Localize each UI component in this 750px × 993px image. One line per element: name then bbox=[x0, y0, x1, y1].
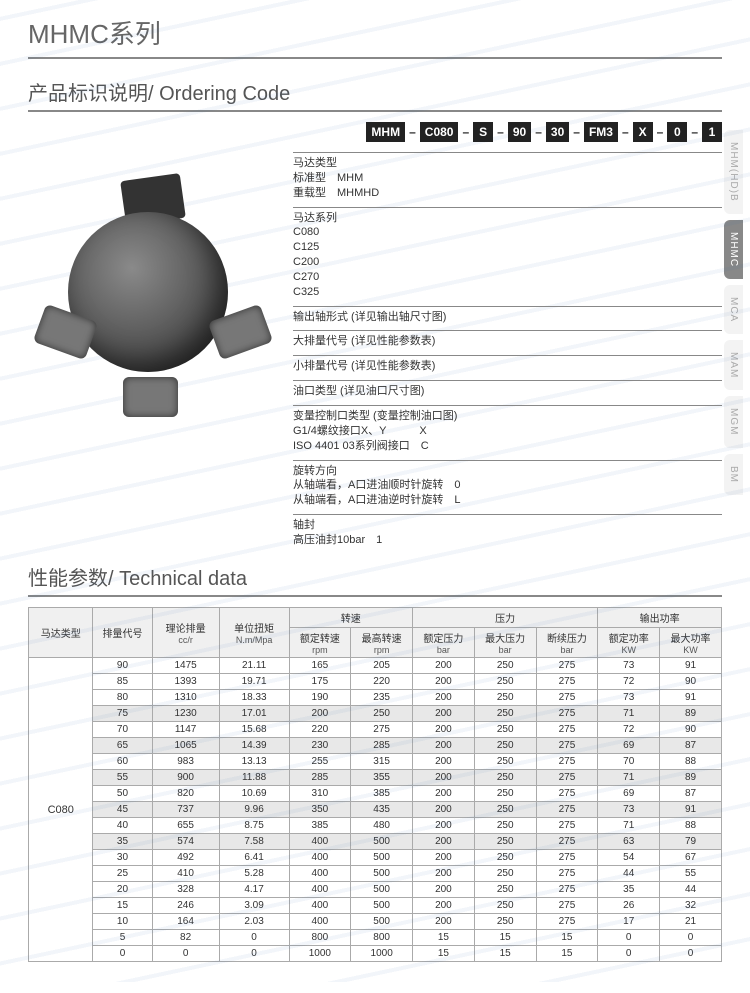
table-row: 203284.174005002002502753544 bbox=[29, 882, 722, 898]
explain-motorType: 马达类型 bbox=[293, 152, 722, 171]
code-box-3: 90 bbox=[508, 122, 531, 142]
table-row: 80131018.331902352002502757391 bbox=[29, 690, 722, 706]
code-box-2: S bbox=[473, 122, 493, 142]
product-image bbox=[28, 162, 268, 402]
table-row: 406558.753854802002502757188 bbox=[29, 818, 722, 834]
table-row: 85139319.711752202002502757290 bbox=[29, 674, 722, 690]
table-row: 582080080015151500 bbox=[29, 930, 722, 946]
explain-shaftSeal: 轴封 bbox=[293, 514, 722, 533]
explain-varCtrl: 变量控制口类型 (变量控制油口图) bbox=[293, 405, 722, 424]
table-row: 152463.094005002002502752632 bbox=[29, 898, 722, 914]
ordering-zone: MHM–C080–S–90–30–FM3–X–0–1 马达类型标准型 MHM重载… bbox=[28, 122, 722, 552]
table-row: 65106514.392302852002502756987 bbox=[29, 738, 722, 754]
table-row: 5082010.693103852002502756987 bbox=[29, 786, 722, 802]
code-box-4: 30 bbox=[546, 122, 569, 142]
side-tab-mhmc[interactable]: MHMC bbox=[724, 220, 743, 279]
code-box-5: FM3 bbox=[584, 122, 618, 142]
side-tab-bm[interactable]: BM bbox=[724, 454, 743, 495]
table-row: 101642.034005002002502751721 bbox=[29, 914, 722, 930]
code-box-6: X bbox=[633, 122, 653, 142]
table-row: 304926.414005002002502755467 bbox=[29, 850, 722, 866]
side-tabs: MHM(HD)B MHMC MCA MAM MGM BM bbox=[724, 130, 750, 501]
table-row: 457379.963504352002502757391 bbox=[29, 802, 722, 818]
table-row: 0001000100015151500 bbox=[29, 946, 722, 962]
table-row: 355747.584005002002502756379 bbox=[29, 834, 722, 850]
explain-series: 马达系列 bbox=[293, 207, 722, 226]
side-tab-mgm[interactable]: MGM bbox=[724, 396, 743, 447]
explain-rotDir: 旋转方向 bbox=[293, 460, 722, 479]
side-tab-mam[interactable]: MAM bbox=[724, 340, 743, 390]
table-row: 70114715.682202752002502757290 bbox=[29, 722, 722, 738]
explain-dispSmall: 小排量代号 (详见性能参数表) bbox=[293, 355, 722, 374]
table-row: 75123017.012002502002502757189 bbox=[29, 706, 722, 722]
code-box-0: MHM bbox=[366, 122, 405, 142]
explain-shaftForm: 输出轴形式 (详见输出轴尺寸图) bbox=[293, 306, 722, 325]
technical-data-table: 马达类型排量代号理论排量cc/r单位扭矩N.m/Mpa转速压力输出功率额定转速r… bbox=[28, 607, 722, 962]
page: MHMC系列 产品标识说明/ Ordering Code MHM–C080–S–… bbox=[0, 0, 750, 982]
table-row: C08090147521.111652052002502757391 bbox=[29, 658, 722, 674]
side-tab-mca[interactable]: MCA bbox=[724, 285, 743, 334]
model-cell: C080 bbox=[29, 658, 93, 962]
techdata-title: 性能参数/ Technical data bbox=[28, 562, 722, 597]
table-row: 5590011.882853552002502757189 bbox=[29, 770, 722, 786]
code-box-7: 0 bbox=[667, 122, 687, 142]
explain-portType: 油口类型 (详见油口尺寸图) bbox=[293, 380, 722, 399]
series-title: MHMC系列 bbox=[28, 14, 722, 59]
ordering-code-boxes: MHM–C080–S–90–30–FM3–X–0–1 bbox=[366, 122, 722, 142]
side-tab-mhm(hd)b[interactable]: MHM(HD)B bbox=[724, 130, 743, 214]
code-box-8: 1 bbox=[702, 122, 722, 142]
table-row: 254105.284005002002502754455 bbox=[29, 866, 722, 882]
ordering-title: 产品标识说明/ Ordering Code bbox=[28, 77, 722, 112]
ordering-explanation: 马达类型标准型 MHM重载型 MHMHD马达系列C080C125C200C270… bbox=[293, 152, 722, 554]
explain-dispLarge: 大排量代号 (详见性能参数表) bbox=[293, 330, 722, 349]
code-box-1: C080 bbox=[420, 122, 459, 142]
table-row: 6098313.132553152002502757088 bbox=[29, 754, 722, 770]
